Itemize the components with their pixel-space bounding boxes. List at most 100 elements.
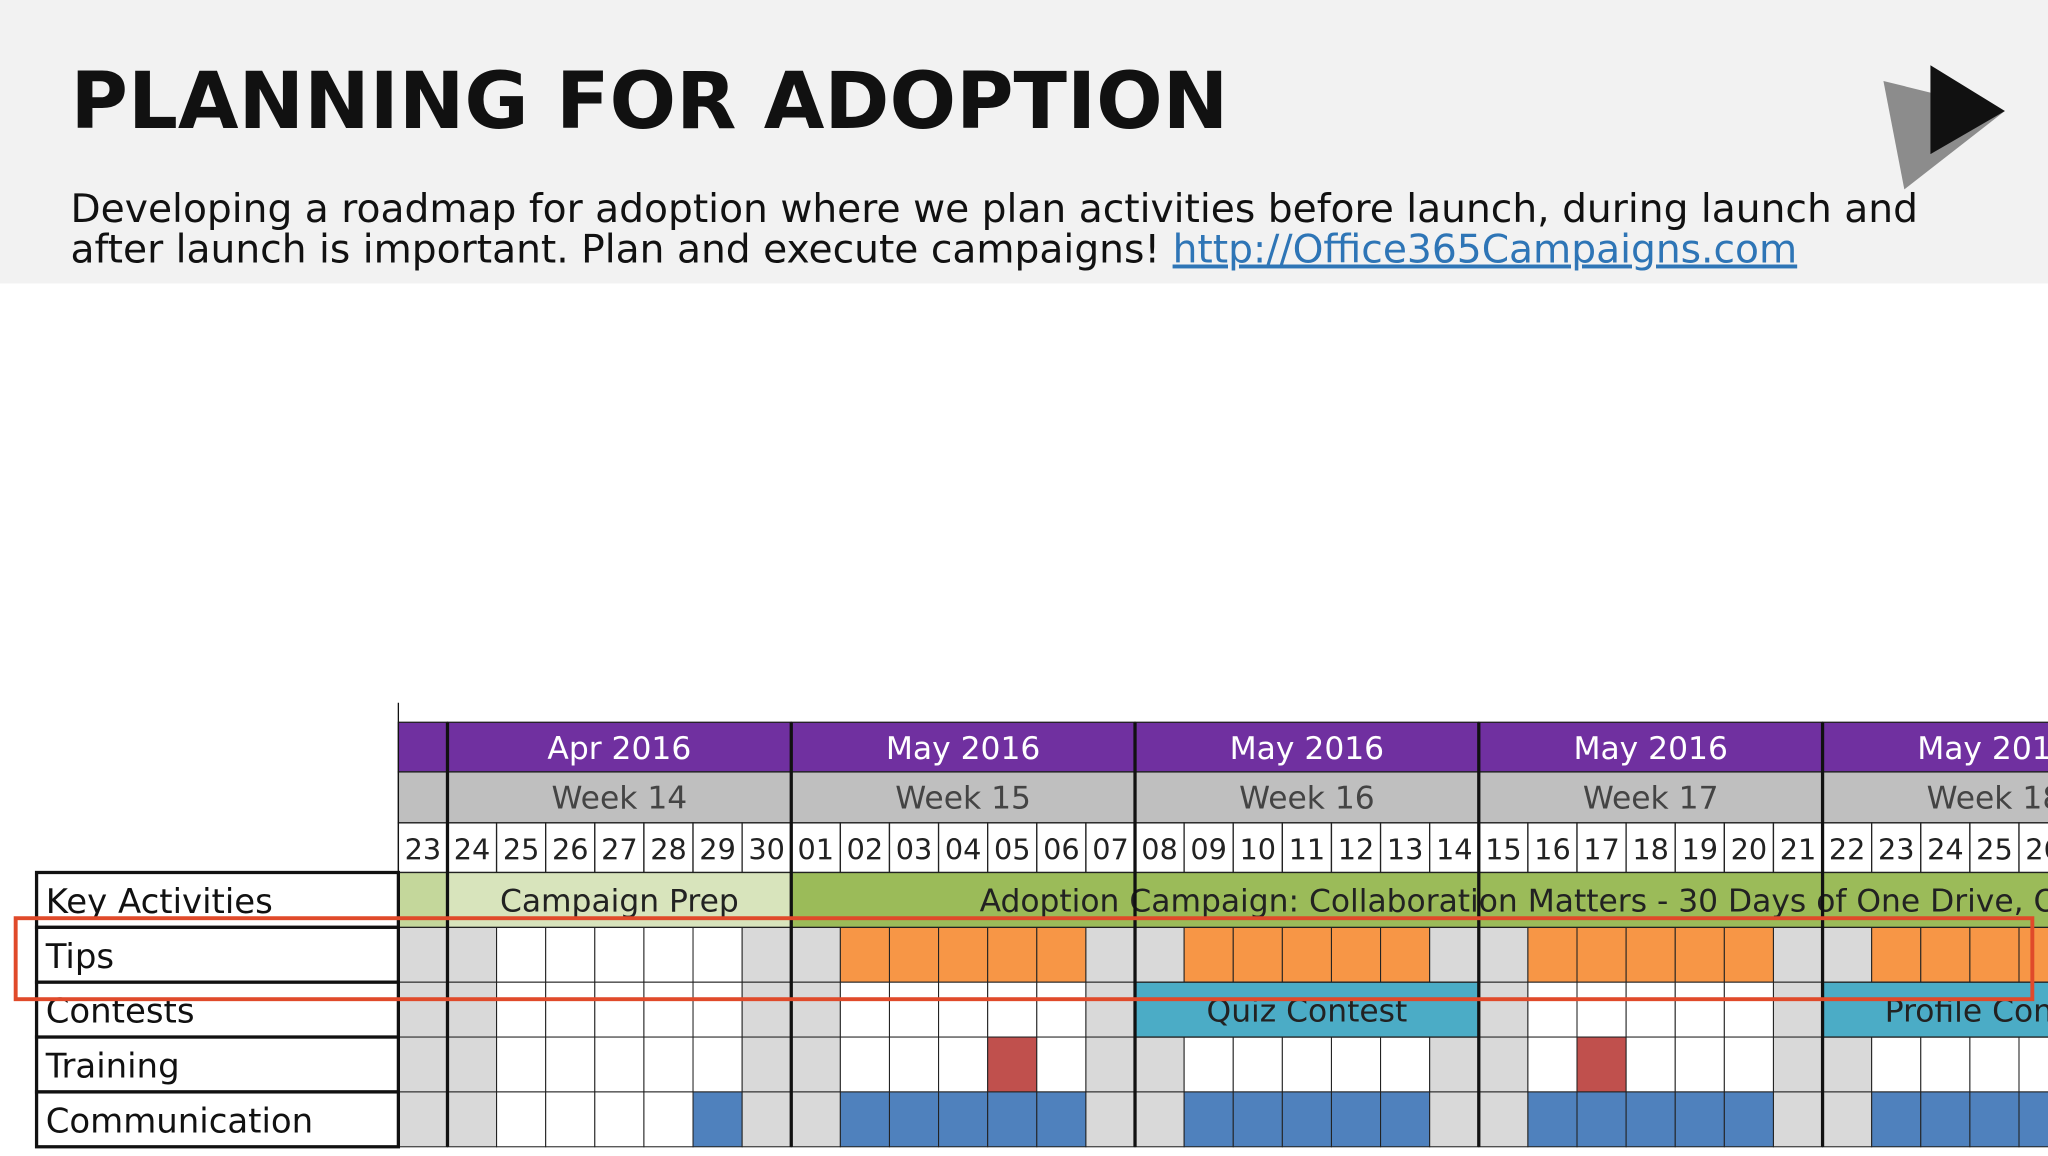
schedule-cell — [1036, 926, 1087, 983]
day-label: 14 — [1436, 832, 1473, 866]
day-label: 21 — [1780, 832, 1817, 866]
schedule-cell — [987, 1091, 1038, 1148]
day-label: 09 — [1190, 832, 1227, 866]
schedule-cell — [1871, 1091, 1922, 1148]
week-label: Week 14 — [552, 780, 688, 816]
schedule-cell — [1183, 1036, 1234, 1093]
schedule-cell — [1134, 926, 1185, 983]
schedule-cell — [1330, 1036, 1382, 1093]
schedule-cell — [1380, 926, 1431, 983]
row-label: Training — [45, 1047, 180, 1087]
schedule-cell — [839, 1036, 890, 1093]
week-label: Week 18 — [1927, 780, 2048, 816]
schedule-cell — [446, 1091, 498, 1148]
schedule-cell — [1674, 1091, 1725, 1148]
day-label: 10 — [1240, 832, 1277, 866]
schedule-cell — [692, 981, 743, 1038]
schedule-cell — [1772, 926, 1824, 983]
day-label: 29 — [699, 832, 736, 866]
schedule-cell — [545, 926, 596, 983]
schedule-cell — [1527, 926, 1578, 983]
day-label: 24 — [454, 832, 491, 866]
banner-label: Adoption Campaign: Collaboration Matters… — [980, 884, 2048, 920]
schedule-cell — [1920, 926, 1971, 983]
day-label: 03 — [896, 832, 933, 866]
schedule-cell — [1478, 1091, 1529, 1148]
schedule-cell — [1822, 926, 1873, 983]
schedule-cell — [397, 1091, 448, 1148]
day-cell — [545, 822, 596, 874]
week-label: Week 16 — [1239, 780, 1375, 816]
schedule-cell — [1969, 1091, 2020, 1148]
day-label: 17 — [1583, 832, 1620, 866]
schedule-cell — [446, 926, 498, 983]
schedule-cell — [1772, 981, 1824, 1038]
schedule-cell — [1576, 1091, 1627, 1148]
schedule-cell — [1183, 1091, 1234, 1148]
schedule-cell — [643, 1036, 694, 1093]
day-label: 23 — [1878, 832, 1915, 866]
schedule-cell — [1478, 926, 1529, 983]
week-cell — [1821, 771, 2048, 824]
day-label: 04 — [945, 832, 982, 866]
month-label: May 2016 — [1573, 731, 1727, 767]
schedule-cell — [1085, 926, 1136, 983]
schedule-cell — [496, 926, 547, 983]
schedule-cell — [1281, 926, 1332, 983]
week-cell — [397, 771, 449, 824]
description: after launch is important. Plan and exec… — [71, 228, 1798, 273]
schedule-cell — [987, 1036, 1038, 1093]
schedule-cell — [397, 981, 448, 1038]
day-cell — [1232, 822, 1284, 874]
schedule-cell — [643, 981, 694, 1038]
day-cell — [643, 822, 694, 874]
schedule-cell — [1871, 1036, 1922, 1093]
schedule-cell — [938, 926, 989, 983]
day-label: 02 — [847, 832, 884, 866]
day-cell — [1183, 822, 1234, 874]
schedule-cell — [1920, 1036, 1971, 1093]
schedule-cell — [1625, 1036, 1676, 1093]
schedule-cell — [741, 926, 792, 983]
logo — [1883, 65, 2005, 190]
schedule-cell — [1871, 926, 1922, 983]
schedule-cell — [790, 1036, 841, 1093]
schedule-cell — [1625, 981, 1676, 1038]
schedule-cell — [1674, 981, 1725, 1038]
link[interactable]: http://Office365Campaigns.com — [1173, 228, 1798, 273]
day-cell — [1527, 822, 1578, 874]
schedule-cell — [545, 1036, 596, 1093]
schedule-cell — [1920, 1091, 1971, 1148]
schedule-cell — [496, 981, 547, 1038]
schedule-cell — [1772, 1091, 1824, 1148]
schedule-cell — [1183, 926, 1234, 983]
month-label: May 2016 — [886, 731, 1040, 767]
schedule-cell — [938, 1036, 989, 1093]
day-label: 15 — [1485, 832, 1522, 866]
day-cell — [1674, 822, 1725, 874]
day-cell — [790, 822, 842, 874]
banner-label: Campaign Prep — [500, 884, 739, 920]
schedule-cell — [741, 981, 792, 1038]
day-cell — [937, 822, 989, 874]
schedule-cell — [1822, 1091, 1873, 1148]
schedule-cell — [1772, 1036, 1824, 1093]
schedule-cell — [1625, 1091, 1676, 1148]
schedule-cell — [1969, 926, 2020, 983]
day-label: 05 — [994, 832, 1031, 866]
schedule-cell — [1134, 1036, 1185, 1093]
schedule-cell — [1822, 1036, 1873, 1093]
row-label: Communication — [46, 1101, 314, 1141]
row-label: Key Activities — [46, 882, 273, 922]
schedule-cell — [1281, 1036, 1332, 1093]
day-label: 26 — [552, 832, 589, 866]
schedule-cell — [1281, 1091, 1332, 1148]
schedule-cell — [888, 926, 940, 983]
day-cell — [1085, 822, 1136, 874]
day-label: 22 — [1829, 832, 1866, 866]
day-cell — [1281, 822, 1333, 874]
header-band — [0, 0, 2048, 284]
schedule-cell — [1527, 1091, 1578, 1148]
schedule-cell — [692, 926, 743, 983]
title: PLANNING FOR ADOPTION — [71, 56, 1229, 147]
